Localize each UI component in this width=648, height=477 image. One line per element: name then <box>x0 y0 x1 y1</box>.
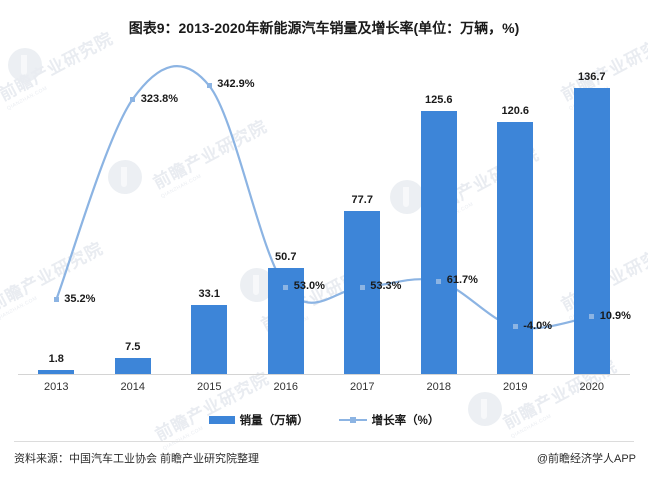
x-tick-2018: 2018 <box>426 381 451 393</box>
bar-value-label-2020: 136.7 <box>577 71 606 83</box>
x-tick-2016: 2016 <box>273 381 298 393</box>
legend-item-growth-rate[interactable]: 增长率（%） <box>338 412 440 428</box>
bar-2015 <box>191 304 228 374</box>
line-marker-2019 <box>512 324 518 330</box>
bar-value-label-2014: 7.5 <box>125 341 141 354</box>
x-axis-line <box>18 374 630 375</box>
legend-label-growth-rate: 增长率（%） <box>371 415 440 427</box>
line-value-label-2016: 53.0% <box>293 280 325 293</box>
line-marker-2013 <box>53 297 59 303</box>
footer-brand-text: @前瞻经济学人APP <box>536 453 636 465</box>
line-value-label-2013: 35.2% <box>64 292 96 305</box>
bar-2020 <box>573 88 610 374</box>
legend-label-sales: 销量（万辆） <box>239 415 309 427</box>
line-value-label-2015: 342.9% <box>217 77 255 90</box>
bar-value-label-2013: 1.8 <box>48 353 64 366</box>
chart-title: 图表9：2013-2020年新能源汽车销量及增长率(单位：万辆，%) <box>128 20 520 36</box>
bar-2017 <box>344 211 381 374</box>
x-tick-2020: 2020 <box>579 381 604 393</box>
bar-value-label-2019: 120.6 <box>501 104 530 117</box>
footer-divider <box>14 441 634 442</box>
line-value-label-2020: 10.9% <box>599 309 631 322</box>
x-tick-2013: 2013 <box>44 381 69 393</box>
line-value-label-2014: 323.8% <box>140 93 179 106</box>
line-value-label-2019: -4.0% <box>523 319 552 332</box>
x-tick-2019: 2019 <box>503 381 528 393</box>
line-marker-2020 <box>589 314 595 320</box>
line-marker-2017 <box>359 284 365 290</box>
line-marker-2014 <box>130 96 136 102</box>
line-value-label-2017: 53.3% <box>370 280 402 293</box>
bar-2014 <box>114 358 151 374</box>
x-tick-2014: 2014 <box>120 381 145 393</box>
footer-source-text: 资料来源：中国汽车工业协会 前瞻产业研究院整理 <box>14 453 260 465</box>
bar-2019 <box>497 121 534 374</box>
line-marker-2015 <box>206 83 212 89</box>
chart-legend: 销量（万辆） 增长率（%） <box>0 412 648 428</box>
bar-value-label-2018: 125.6 <box>424 94 453 107</box>
x-tick-2015: 2015 <box>197 381 222 393</box>
legend-bar-swatch-icon <box>208 416 235 424</box>
x-tick-2017: 2017 <box>350 381 375 393</box>
bar-value-label-2016: 50.7 <box>275 250 297 263</box>
line-marker-2018 <box>436 278 442 284</box>
bar-value-label-2017: 77.7 <box>351 194 373 207</box>
line-marker-2016 <box>283 284 289 290</box>
line-value-label-2018: 61.7% <box>446 274 478 287</box>
legend-item-sales[interactable]: 销量（万辆） <box>208 412 309 428</box>
bar-value-label-2015: 33.1 <box>198 287 220 300</box>
bar-2018 <box>420 111 457 374</box>
legend-line-swatch-icon <box>338 416 367 424</box>
bar-2013 <box>38 370 75 374</box>
